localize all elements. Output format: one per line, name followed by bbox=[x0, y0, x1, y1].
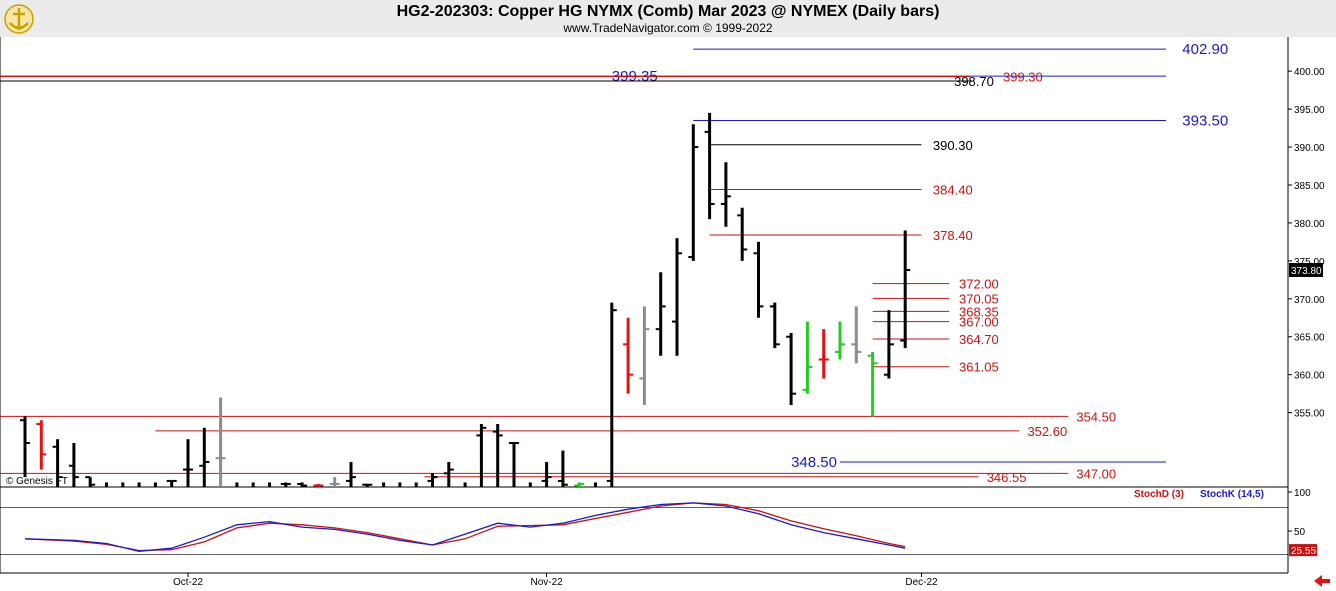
last-price-box bbox=[1289, 262, 1323, 277]
ohlc-bar bbox=[802, 321, 813, 394]
level-label: 393.50 bbox=[1182, 112, 1228, 129]
ohlc-bar bbox=[835, 321, 845, 360]
ohlc-bar bbox=[297, 482, 308, 487]
ohlc-bar bbox=[280, 482, 291, 487]
price-tick-label: 375.00 bbox=[1294, 257, 1325, 268]
ohlc-bar bbox=[753, 241, 764, 318]
time-tick-label: Oct-22 bbox=[173, 577, 203, 588]
ohlc-bar bbox=[509, 441, 519, 487]
ohlc-bar bbox=[329, 477, 340, 487]
time-tick-label: Dec-22 bbox=[905, 577, 938, 588]
ohlc-bar bbox=[20, 416, 30, 478]
ohlc-bar bbox=[851, 306, 862, 364]
level-label: 346.55 bbox=[987, 470, 1027, 485]
ohlc-bar bbox=[574, 482, 585, 487]
level-label: 378.40 bbox=[933, 228, 973, 243]
ohlc-bar bbox=[68, 442, 79, 487]
chart-subtitle: www.TradeNavigator.com © 1999-2022 bbox=[563, 21, 773, 35]
ohlc-bar bbox=[737, 207, 748, 261]
level-label: 354.50 bbox=[1076, 409, 1116, 424]
ohlc-bar bbox=[867, 351, 878, 417]
ohlc-bar bbox=[36, 420, 47, 470]
price-tick-label: 385.00 bbox=[1294, 181, 1325, 192]
level-label: 364.70 bbox=[959, 332, 999, 347]
ohlc-bar bbox=[786, 332, 797, 406]
stoch-line bbox=[24, 502, 906, 552]
ohlc-bar bbox=[52, 439, 63, 487]
price-tick-label: 380.00 bbox=[1294, 219, 1325, 230]
scroll-left-arrow-icon bbox=[1314, 575, 1330, 587]
time-tick-label: Nov-22 bbox=[530, 577, 563, 588]
ohlc-bar bbox=[672, 238, 682, 356]
level-label: 367.00 bbox=[959, 315, 999, 330]
last-price-label: 373.80 bbox=[1291, 266, 1322, 277]
stoch-last-label: 25.55 bbox=[1291, 546, 1316, 557]
level-label: 368.35 bbox=[959, 304, 999, 319]
ohlc-bar bbox=[313, 483, 324, 487]
ohlc-bar bbox=[199, 427, 210, 487]
price-tick-label: 400.00 bbox=[1294, 67, 1325, 78]
stoch-legend-item: StochK (14,5) bbox=[1200, 489, 1264, 500]
ohlc-bar bbox=[476, 424, 487, 487]
level-label: 347.00 bbox=[1076, 466, 1116, 481]
ohlc-bar bbox=[606, 302, 617, 487]
stoch-tick-label: 50 bbox=[1294, 527, 1306, 538]
ohlc-bar bbox=[688, 124, 699, 261]
ohlc-bar bbox=[704, 112, 715, 220]
level-label: 384.40 bbox=[933, 183, 973, 198]
ohlc-bar bbox=[900, 230, 911, 349]
ohlc-bar bbox=[720, 162, 731, 227]
ohlc-bar bbox=[655, 272, 666, 356]
level-label: 372.00 bbox=[959, 277, 999, 292]
ohlc-bar bbox=[639, 306, 650, 406]
price-tick-label: 370.00 bbox=[1294, 295, 1325, 306]
level-label: 352.60 bbox=[1027, 424, 1067, 439]
level-label: 370.05 bbox=[959, 291, 999, 306]
ohlc-bar bbox=[183, 439, 193, 487]
ohlc-bar bbox=[427, 473, 438, 487]
ohlc-bar bbox=[818, 329, 829, 379]
stoch-tick-label: 100 bbox=[1294, 488, 1311, 499]
stoch-last-box bbox=[1289, 544, 1317, 557]
trade-navigator-logo bbox=[4, 4, 34, 34]
stoch-legend-item: StochD (3) bbox=[1134, 489, 1184, 500]
level-label: 399.30 bbox=[1003, 69, 1043, 84]
ohlc-bar bbox=[166, 479, 177, 487]
price-tick-label: 365.00 bbox=[1294, 333, 1325, 344]
ohlc-bar bbox=[769, 302, 780, 349]
level-label: 348.50 bbox=[791, 454, 837, 471]
ohlc-bar bbox=[85, 476, 96, 487]
ohlc-bar bbox=[346, 461, 356, 487]
level-label: 390.30 bbox=[933, 138, 973, 153]
ohlc-bar bbox=[557, 450, 568, 487]
watermark: © Genesis FT bbox=[6, 476, 68, 487]
ohlc-bar bbox=[215, 397, 226, 487]
stoch-line bbox=[24, 502, 906, 552]
ohlc-bar bbox=[883, 310, 894, 379]
ohlc-bar bbox=[492, 424, 503, 487]
ohlc-bar bbox=[541, 461, 552, 487]
ohlc-bar bbox=[362, 483, 373, 487]
ohlc-bar bbox=[443, 461, 454, 487]
price-tick-label: 355.00 bbox=[1294, 409, 1325, 420]
price-tick-label: 390.00 bbox=[1294, 143, 1325, 154]
price-tick-label: 360.00 bbox=[1294, 371, 1325, 382]
price-tick-label: 395.00 bbox=[1294, 105, 1325, 116]
chart-header bbox=[0, 0, 1336, 37]
ohlc-bar bbox=[623, 317, 634, 394]
chart-title: HG2-202303: Copper HG NYMX (Comb) Mar 20… bbox=[396, 3, 940, 20]
level-label: 402.90 bbox=[1182, 41, 1228, 58]
level-label: 398.70 bbox=[954, 74, 994, 89]
level-label: 361.05 bbox=[959, 360, 999, 375]
